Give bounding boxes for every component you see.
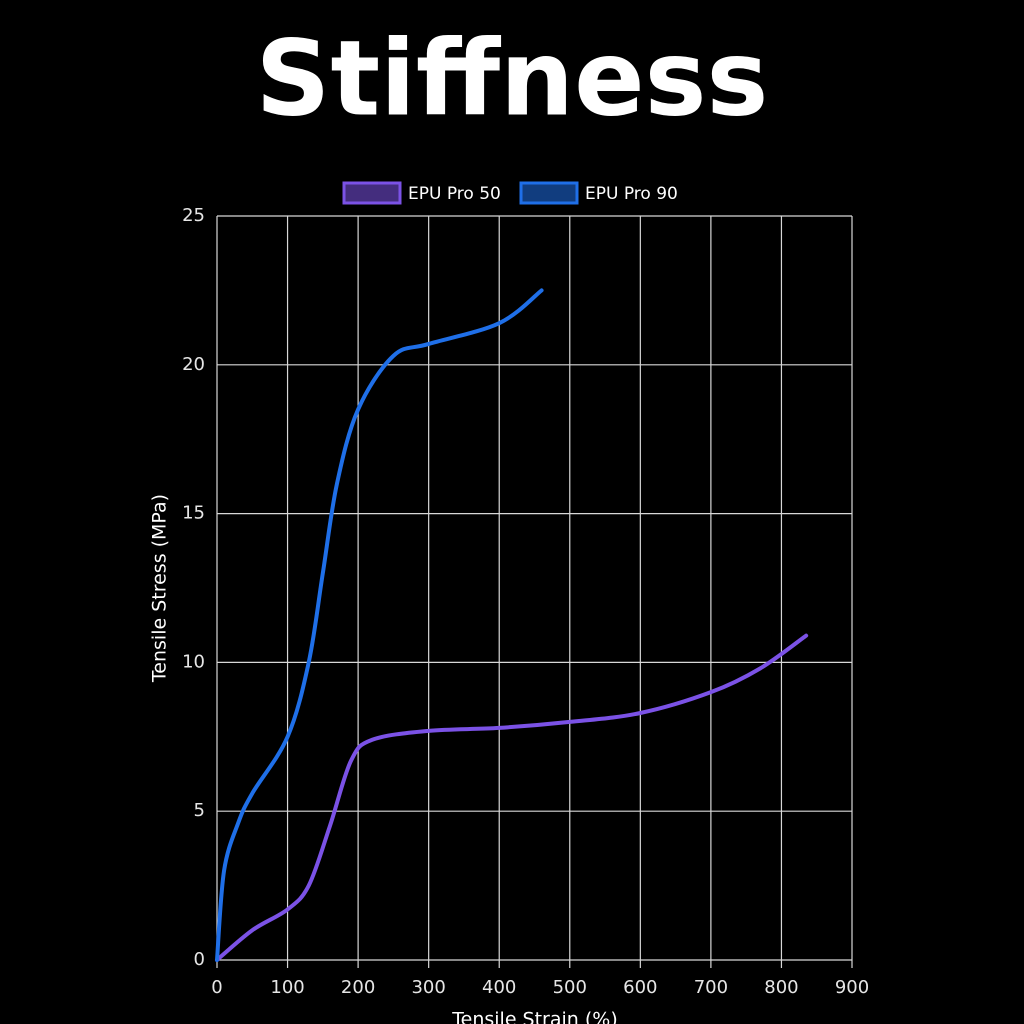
- y-tick-label: 0: [194, 949, 205, 970]
- legend-swatch: [519, 181, 579, 205]
- line: [215, 288, 544, 962]
- x-tick-label: 0: [211, 977, 222, 998]
- line: [215, 633, 809, 962]
- legend-label: EPU Pro 90: [585, 184, 678, 204]
- legend-swatch: [342, 181, 402, 205]
- y-tick-label: 15: [182, 503, 205, 524]
- x-tick-label: 200: [341, 977, 375, 998]
- y-tick-label: 10: [182, 651, 205, 672]
- y-axis-title: Tensile Stress (MPa): [149, 494, 171, 683]
- x-tick-label: 400: [482, 977, 516, 998]
- x-tick-label: 300: [411, 977, 445, 998]
- x-tick-label: 800: [764, 977, 798, 998]
- y-tick-label: 25: [182, 205, 205, 226]
- x-tick-label: 900: [835, 977, 869, 998]
- x-tick-label: 500: [553, 977, 587, 998]
- chart-title: Stiffness: [256, 17, 769, 139]
- y-tick-label: 20: [182, 354, 205, 375]
- x-tick-label: 700: [694, 977, 728, 998]
- y-tick-label: 5: [194, 800, 205, 821]
- legend-label: EPU Pro 50: [408, 184, 501, 204]
- x-tick-label: 600: [623, 977, 657, 998]
- x-tick-label: 100: [270, 977, 304, 998]
- x-axis-title: Tensile Strain (%): [451, 1009, 618, 1024]
